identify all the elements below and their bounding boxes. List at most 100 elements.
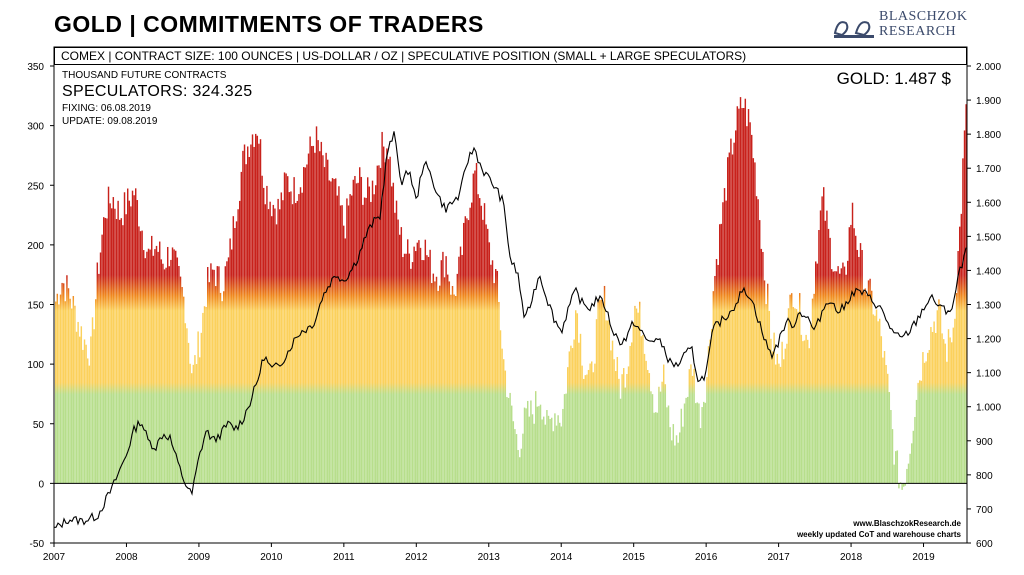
position-bar xyxy=(339,205,342,484)
position-bar xyxy=(547,415,550,484)
position-bar xyxy=(679,432,681,484)
position-bar xyxy=(664,384,667,484)
left-tick-label: 300 xyxy=(27,122,44,133)
position-bar xyxy=(839,273,841,484)
x-tick-label: 2013 xyxy=(478,552,501,563)
position-bar xyxy=(58,304,60,484)
position-bar xyxy=(778,363,780,484)
position-bar xyxy=(248,157,251,484)
position-bar xyxy=(671,440,673,484)
position-bar xyxy=(187,342,190,484)
right-tick-label: 1.900 xyxy=(976,96,1001,107)
position-bar xyxy=(64,301,67,484)
position-bar xyxy=(533,423,535,484)
right-tick-label: 1.300 xyxy=(976,301,1001,312)
position-bar xyxy=(309,136,311,484)
position-bar xyxy=(199,357,201,484)
position-bar xyxy=(787,308,790,484)
position-bar xyxy=(685,397,687,484)
position-bar xyxy=(544,424,547,484)
position-bar xyxy=(211,269,214,484)
position-bar xyxy=(327,159,329,484)
left-tick-label: -50 xyxy=(30,539,45,550)
position-bar xyxy=(882,357,884,484)
position-bar xyxy=(909,453,911,484)
position-bar xyxy=(925,361,927,484)
position-bar xyxy=(80,326,83,484)
position-bar xyxy=(888,392,891,484)
position-bar xyxy=(904,483,907,486)
position-bar xyxy=(359,167,361,484)
position-bar xyxy=(779,366,782,484)
position-bar xyxy=(936,310,939,484)
position-bar xyxy=(667,405,670,484)
position-bar xyxy=(693,368,695,484)
position-bar xyxy=(875,309,878,484)
position-bar xyxy=(944,343,947,484)
position-bar xyxy=(871,290,873,484)
position-bar xyxy=(658,386,660,484)
position-bar xyxy=(539,404,542,484)
position-bar xyxy=(146,251,148,484)
position-bar xyxy=(963,130,966,484)
position-bar xyxy=(651,394,654,484)
right-tick-label: 800 xyxy=(976,471,993,482)
position-bar xyxy=(696,402,699,484)
x-axis: 2007 2008 2009 2010 2011 2012 2013 2014 2015 2016… xyxy=(43,543,935,563)
position-bar xyxy=(346,198,348,484)
position-bar xyxy=(739,97,742,484)
position-bar xyxy=(930,327,932,484)
position-bar xyxy=(557,415,559,484)
position-bar xyxy=(669,427,671,484)
position-bar xyxy=(83,339,86,484)
position-bar xyxy=(491,260,494,484)
position-bar xyxy=(355,183,358,484)
position-bar xyxy=(160,259,163,484)
position-bar xyxy=(445,256,447,484)
position-bar xyxy=(461,254,463,484)
position-bar xyxy=(568,351,571,484)
position-bar xyxy=(135,188,137,484)
position-bar xyxy=(587,369,590,484)
position-bar xyxy=(483,203,486,484)
position-bar xyxy=(415,251,417,484)
position-bar xyxy=(245,164,247,484)
position-bar xyxy=(365,197,367,484)
position-bar xyxy=(243,144,246,484)
position-bar xyxy=(928,349,931,484)
position-bar xyxy=(933,321,935,484)
position-bar xyxy=(957,250,959,484)
position-bar xyxy=(635,308,638,484)
position-bar xyxy=(864,288,867,484)
position-bar xyxy=(295,203,297,484)
position-bar xyxy=(114,208,116,484)
position-bar xyxy=(219,292,222,484)
position-bar xyxy=(912,430,915,484)
position-bar xyxy=(482,219,484,484)
position-bar xyxy=(907,463,910,484)
position-bar xyxy=(551,417,553,484)
position-bar xyxy=(578,342,580,484)
position-bar xyxy=(880,336,883,484)
position-bar xyxy=(360,176,363,484)
position-bar xyxy=(357,182,359,484)
position-bar xyxy=(109,203,111,484)
position-bar xyxy=(919,380,921,484)
position-bar xyxy=(349,194,351,484)
position-bar xyxy=(363,197,366,484)
position-bar xyxy=(951,342,953,484)
position-bar xyxy=(717,264,719,484)
left-tick-label: 200 xyxy=(27,241,44,252)
position-bar xyxy=(395,200,398,484)
position-bar xyxy=(226,261,228,484)
position-bar xyxy=(125,214,127,484)
position-bar xyxy=(261,175,263,484)
position-bar xyxy=(506,396,508,484)
position-bar xyxy=(711,328,713,484)
fixing-date: FIXING: 06.08.2019 xyxy=(62,103,151,114)
position-bar xyxy=(498,301,500,484)
position-bar xyxy=(277,198,279,484)
position-bar xyxy=(194,355,196,484)
position-bar xyxy=(143,250,145,484)
position-bar xyxy=(941,333,943,484)
